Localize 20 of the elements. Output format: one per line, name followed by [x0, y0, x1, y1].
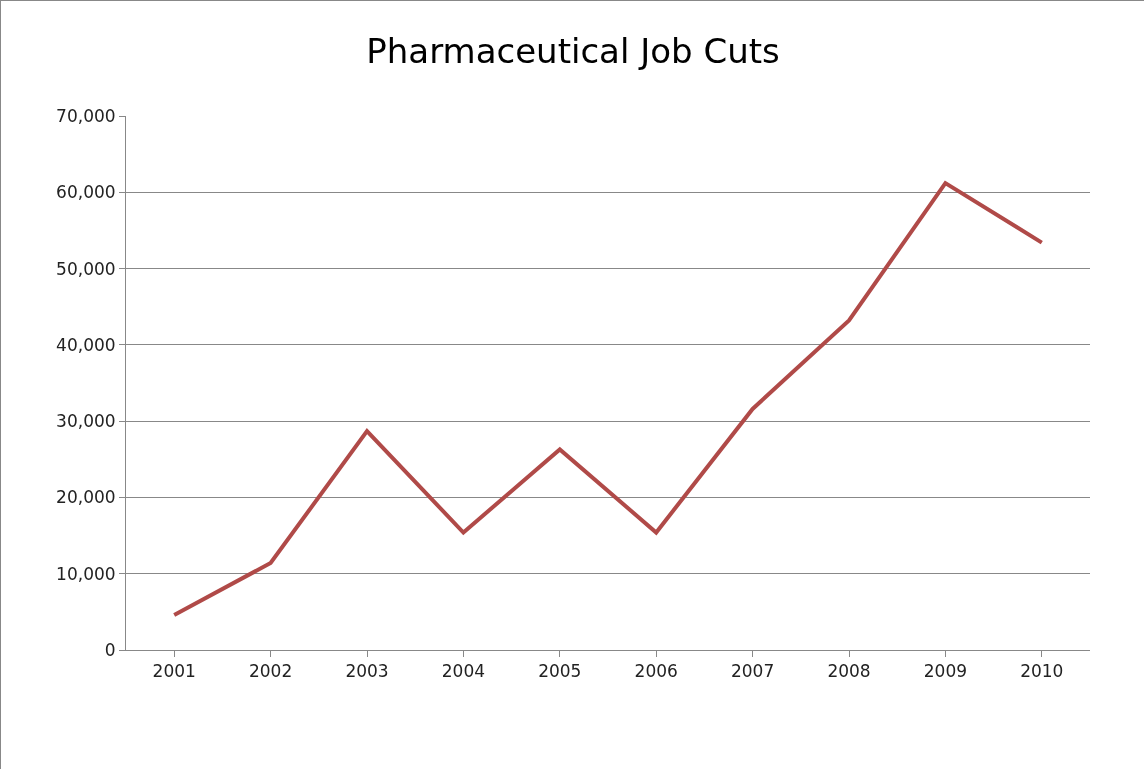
- y-tick-label: 60,000: [56, 182, 116, 203]
- y-tick-label: 0: [104, 639, 116, 660]
- x-tick-label: 2005: [538, 661, 582, 682]
- chart-title: Pharmaceutical Job Cuts: [366, 31, 780, 72]
- x-tick-label: 2003: [345, 661, 389, 682]
- y-tick-label: 50,000: [56, 258, 116, 279]
- y-tick-label: 30,000: [56, 411, 116, 432]
- x-tick-label: 2004: [441, 661, 486, 682]
- y-tick-label: 40,000: [56, 334, 116, 355]
- line-series: [172, 181, 1044, 617]
- y-tick-label: 20,000: [56, 487, 116, 508]
- x-tick-label: 2002: [248, 661, 293, 682]
- x-tick-label: 2001: [152, 661, 196, 682]
- x-tick-label: 2010: [1020, 661, 1064, 682]
- x-tick-label: 2009: [923, 661, 968, 682]
- x-tick-label: 2006: [634, 661, 678, 682]
- x-tick-label: 2007: [730, 661, 775, 682]
- y-tick-label: 10,000: [56, 563, 116, 584]
- x-tick-label: 2008: [827, 661, 871, 682]
- y-tick-label: 70,000: [56, 105, 116, 126]
